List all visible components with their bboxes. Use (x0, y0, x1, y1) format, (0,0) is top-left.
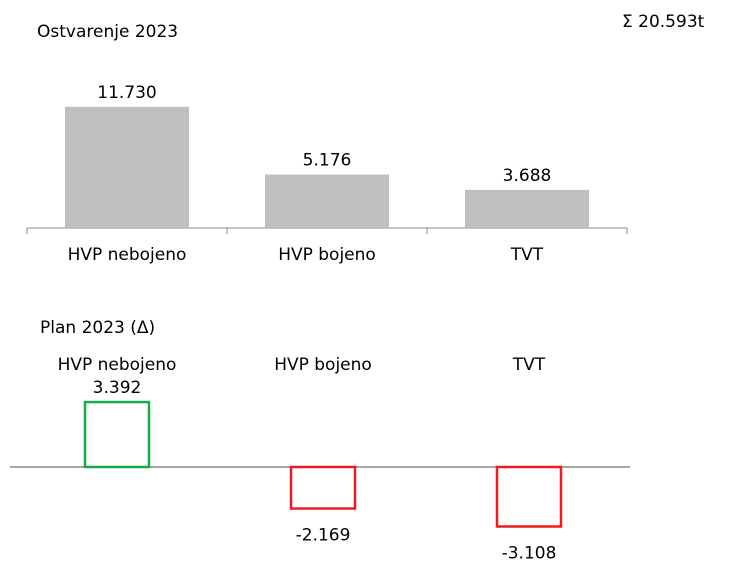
value-label: 3.688 (503, 166, 552, 186)
chart-title: Plan 2023 (Δ) (40, 318, 155, 338)
bar (265, 174, 389, 228)
value-label: 5.176 (303, 151, 352, 171)
delta-bar (495, 465, 563, 528)
delta-bar (83, 400, 151, 469)
delta-bar (289, 465, 357, 510)
chart-title: Ostvarenje 2023 (37, 22, 178, 42)
bar (65, 106, 189, 228)
value-label: 3.392 (93, 378, 142, 398)
value-label: 11.730 (97, 83, 156, 103)
category-label: HVP bojeno (274, 355, 372, 375)
category-label: HVP nebojeno (58, 355, 177, 375)
value-label: -2.169 (296, 526, 351, 546)
category-label: TVT (512, 355, 546, 375)
x-tick-label: HVP bojeno (278, 245, 376, 265)
annotation: Σ 20.593t (622, 12, 705, 32)
bar (465, 189, 589, 228)
x-tick-label: TVT (510, 245, 544, 265)
x-tick-label: HVP nebojeno (68, 245, 187, 265)
value-label: -3.108 (502, 543, 557, 563)
